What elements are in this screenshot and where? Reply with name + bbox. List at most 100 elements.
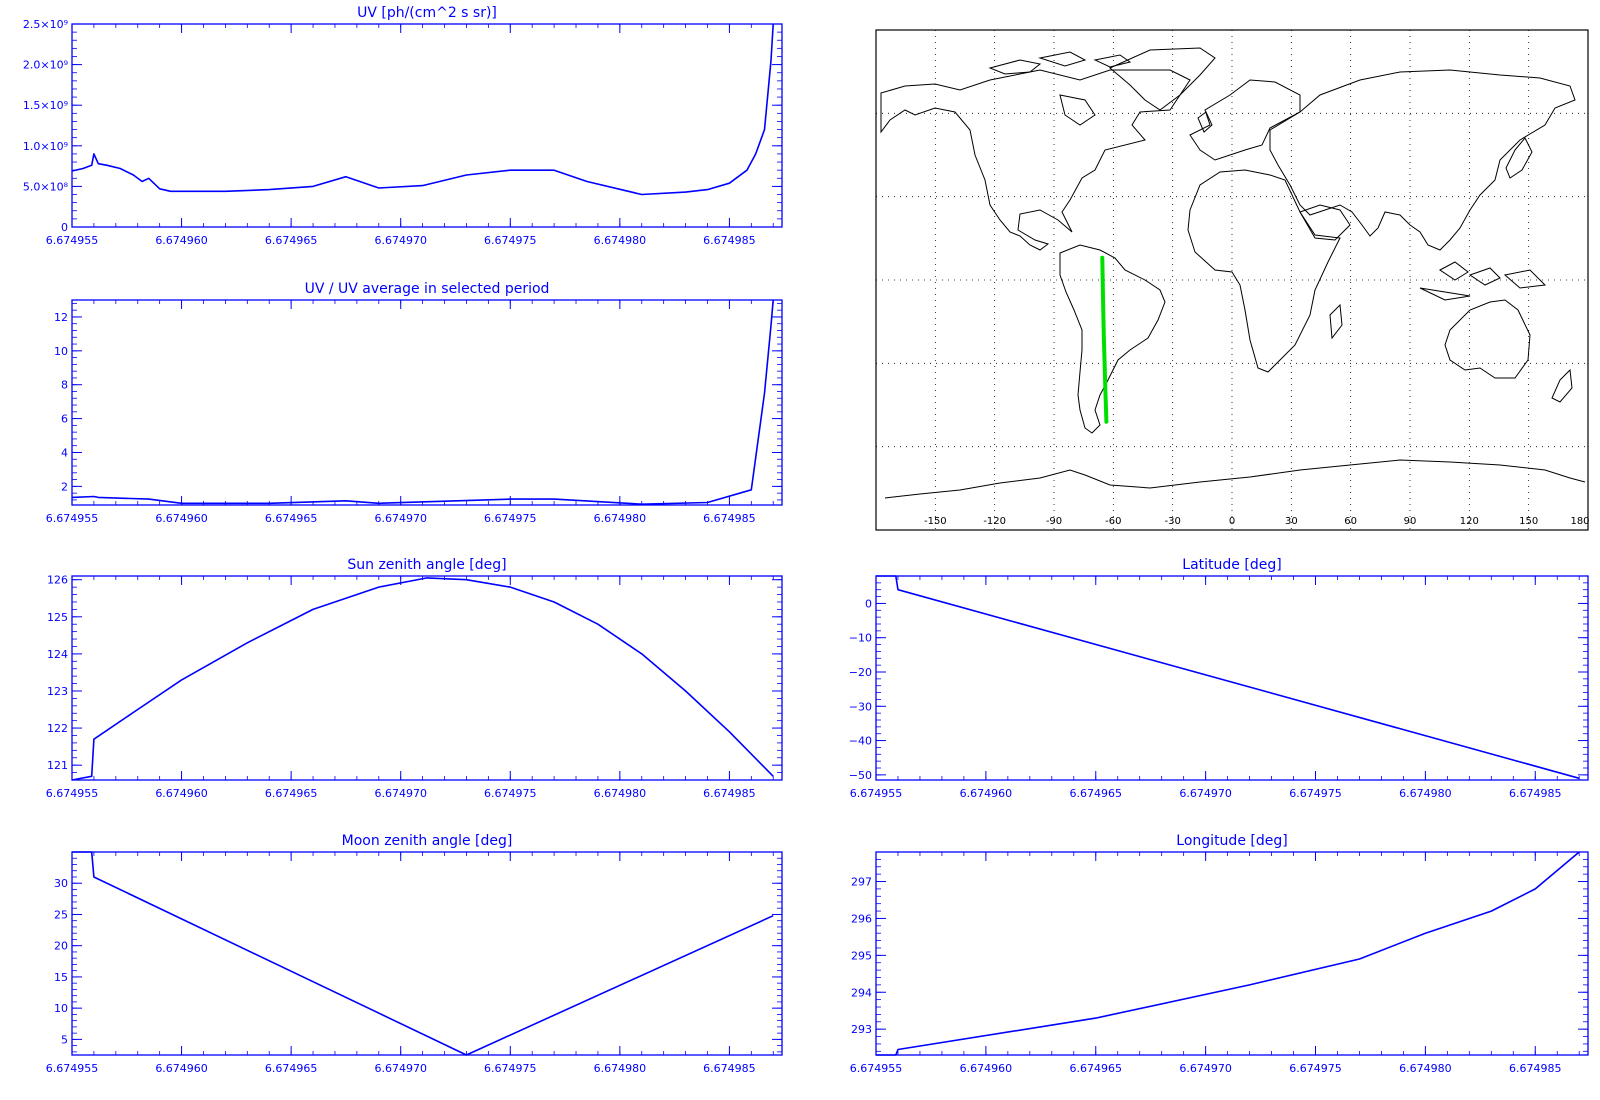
y-tick-label: 126 [47, 574, 68, 587]
coast-indonesia [1419, 261, 1547, 301]
x-tick-label: 6.674960 [155, 234, 208, 247]
coast-new-zealand [1551, 368, 1573, 403]
x-tick-label: 6.674980 [594, 1062, 647, 1075]
x-tick-label: 6.674985 [1509, 1062, 1562, 1075]
x-tick-label: 6.674985 [703, 512, 756, 525]
y-tick-label: 8 [61, 379, 68, 392]
plot-title: Longitude [deg] [1176, 833, 1287, 849]
plot-latitude: Latitude [deg] 6.674955 6.674960 6.674965 6.… [849, 557, 1589, 800]
y-tick-label: −30 [849, 700, 872, 713]
y-tick-label: −50 [849, 769, 872, 782]
map-lon-label: -60 [1105, 516, 1121, 527]
x-tick-label: 6.674970 [374, 512, 427, 525]
map-lon-label: 150 [1519, 516, 1538, 527]
y-tick-label: 121 [47, 759, 68, 772]
y-tick-label: −40 [849, 735, 872, 748]
x-tick-label: 6.674970 [1179, 1062, 1232, 1075]
x-tick-label: 6.674975 [484, 787, 537, 800]
y-tick-label: 122 [47, 722, 68, 735]
series-line [71, 299, 774, 506]
x-tick-label: 6.674985 [703, 787, 756, 800]
plot-uv: UV [ph/(cm^2 s sr)] 6.674955 6.674960 6.674… [23, 5, 783, 247]
y-tick-label: 12 [54, 311, 68, 324]
series-line [71, 23, 774, 196]
x-tick-label: 6.674985 [703, 1062, 756, 1075]
x-tick-label: 6.674960 [960, 1062, 1013, 1075]
x-tick-label: 6.674970 [374, 1062, 427, 1075]
plot-frame [71, 23, 783, 228]
map-lon-label: 30 [1285, 516, 1298, 527]
coast-europe [1189, 79, 1301, 161]
x-tick-label: 6.674965 [1070, 1062, 1123, 1075]
y-tick-label: 20 [54, 940, 68, 953]
x-tick-label: 6.674960 [960, 787, 1013, 800]
map-lon-label: 180 [1570, 516, 1589, 527]
series-line [72, 851, 774, 1056]
map-frame [875, 29, 1589, 531]
y-tick-label: 15 [54, 971, 68, 984]
y-tick-label: −20 [849, 666, 872, 679]
y-tick-label: 6 [61, 413, 68, 426]
plot-title: UV [ph/(cm^2 s sr)] [357, 5, 497, 21]
y-tick-label: 5 [61, 1033, 68, 1046]
coast-britain [1197, 111, 1213, 133]
coast-greenland [1109, 47, 1216, 111]
x-tick-label: 6.674965 [265, 512, 318, 525]
plot-frame [71, 851, 783, 1056]
y-tick-label: −10 [849, 632, 872, 645]
y-tick-label: 293 [851, 1023, 872, 1036]
y-tick-label: 2 [61, 480, 68, 493]
coast-africa [1187, 169, 1341, 373]
plot-uv-ratio: UV / UV average in selected period 6.6749… [46, 281, 783, 525]
y-tick-label: 25 [54, 908, 68, 921]
plot-frame [875, 851, 1589, 1056]
x-tick-label: 6.674980 [1399, 787, 1452, 800]
y-tick-label: 1.0×10⁹ [23, 140, 68, 153]
y-tick-label: 294 [851, 986, 872, 999]
plot-sun-zenith: Sun zenith angle [deg] 6.674955 6.674960 6.… [46, 557, 783, 800]
x-tick-label: 6.674965 [265, 787, 318, 800]
series-line [71, 577, 774, 781]
x-tick-label: 6.674955 [46, 1062, 99, 1075]
y-tick-label: 2.5×10⁹ [23, 18, 68, 31]
x-tick-label: 6.674955 [850, 1062, 903, 1075]
map-longitude-ticks: -150 -120 -90 -60 -30 0 30 60 90 120 150 180 [924, 516, 1590, 527]
y-tick-label: 124 [47, 648, 68, 661]
x-tick-label: 6.674960 [155, 787, 208, 800]
coast-canadian-islands [988, 51, 1132, 75]
coast-madagascar [1329, 303, 1343, 340]
x-tick-label: 6.674975 [1289, 787, 1342, 800]
y-tick-label: 10 [54, 1002, 68, 1015]
x-tick-label: 6.674970 [1179, 787, 1232, 800]
x-tick-label: 6.674980 [594, 787, 647, 800]
coast-japan [1505, 137, 1533, 179]
x-tick-label: 6.674955 [46, 512, 99, 525]
y-tick-label: 123 [47, 685, 68, 698]
x-tick-label: 6.674970 [374, 787, 427, 800]
x-tick-label: 6.674975 [1289, 1062, 1342, 1075]
y-tick-label: 10 [54, 345, 68, 358]
x-tick-label: 6.674980 [594, 234, 647, 247]
x-tick-label: 6.674960 [155, 512, 208, 525]
map-lon-label: -30 [1164, 516, 1180, 527]
map-lon-label: -90 [1046, 516, 1062, 527]
y-tick-label: 5.0×10⁸ [23, 180, 69, 193]
y-tick-label: 30 [54, 877, 68, 890]
x-tick-label: 6.674960 [155, 1062, 208, 1075]
series-line [876, 851, 1580, 1056]
x-tick-label: 6.674975 [484, 234, 537, 247]
x-tick-label: 6.674975 [484, 1062, 537, 1075]
y-tick-label: 1.5×10⁹ [23, 99, 68, 112]
coast-antarctica [884, 459, 1586, 499]
plot-frame [875, 575, 1589, 781]
plot-title: Latitude [deg] [1182, 557, 1281, 573]
coast-arabia [1299, 204, 1351, 241]
x-tick-label: 6.674965 [265, 234, 318, 247]
coast-south-america [1059, 244, 1166, 434]
coastlines [880, 47, 1586, 499]
x-tick-label: 6.674970 [374, 234, 427, 247]
coast-hudson-bay [1059, 94, 1096, 126]
plot-title: Moon zenith angle [deg] [342, 833, 513, 849]
x-tick-label: 6.674975 [484, 512, 537, 525]
coast-north-america [880, 69, 1191, 251]
